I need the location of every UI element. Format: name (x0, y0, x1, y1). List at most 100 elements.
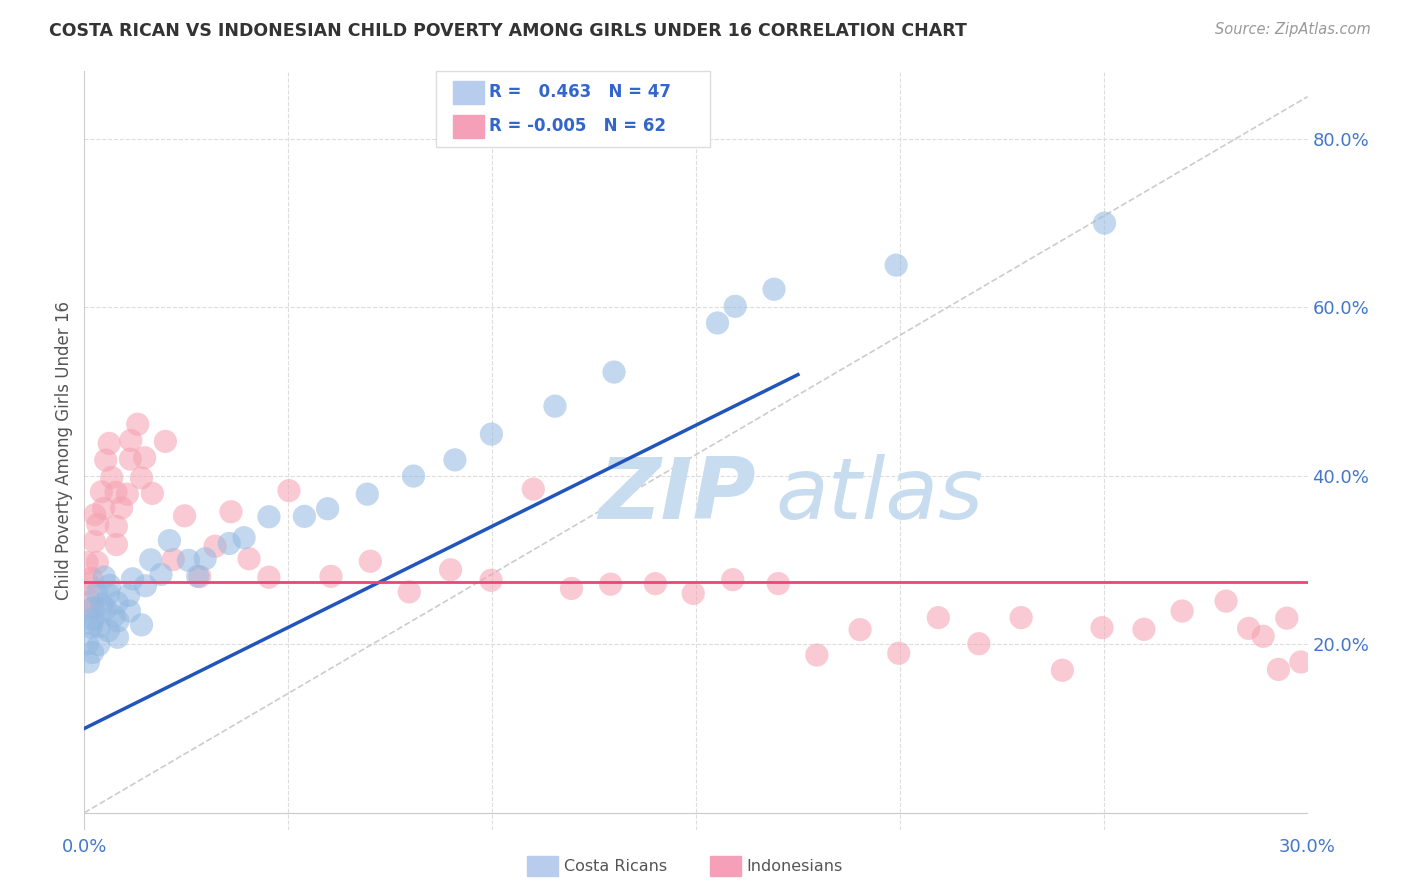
Point (522, 482, 544, 496)
Point (117, 589, 139, 603)
Point (80, 616, 103, 631)
Point (806, 648, 828, 662)
Point (94, 601, 117, 615)
Point (887, 646, 910, 660)
Point (105, 537, 128, 551)
Point (1267, 662, 1289, 676)
Point (82, 645, 104, 659)
Point (87, 638, 110, 652)
Point (238, 551, 260, 566)
Point (884, 258, 907, 272)
Point (479, 574, 502, 588)
Point (134, 450, 156, 465)
Point (93, 501, 115, 516)
Point (1251, 629, 1274, 643)
Point (763, 282, 786, 296)
Point (82, 601, 104, 615)
Point (111, 500, 134, 515)
Point (356, 487, 378, 501)
Point (1133, 622, 1156, 636)
Point (131, 471, 153, 485)
Point (98, 578, 121, 592)
Point (204, 539, 226, 553)
Point (849, 623, 872, 637)
Point (967, 637, 990, 651)
Point (278, 483, 301, 498)
Point (80, 594, 103, 608)
Point (117, 487, 139, 501)
Point (89, 619, 111, 633)
Point (77, 577, 100, 591)
Point (724, 299, 747, 313)
Point (80, 571, 103, 585)
Point (105, 485, 128, 500)
Point (90, 598, 112, 612)
Point (98, 436, 121, 450)
Point (120, 434, 142, 448)
Point (86, 586, 108, 600)
Point (162, 552, 184, 566)
Point (1237, 621, 1260, 635)
Point (100, 470, 122, 484)
Point (706, 316, 728, 330)
Point (134, 579, 156, 593)
Point (141, 486, 163, 500)
Point (1275, 611, 1298, 625)
Point (177, 553, 200, 567)
Point (1215, 594, 1237, 608)
Point (131, 618, 153, 632)
Point (90, 484, 112, 499)
Text: Indonesians: Indonesians (747, 859, 842, 873)
Point (560, 582, 582, 596)
Point (83, 534, 105, 549)
Point (118, 604, 141, 618)
Text: atlas: atlas (776, 454, 983, 538)
Point (97, 587, 120, 601)
Point (1289, 655, 1312, 669)
Point (127, 417, 149, 432)
Point (76, 637, 98, 651)
Point (219, 505, 242, 519)
Point (233, 531, 256, 545)
Point (150, 567, 173, 582)
Point (427, 69, 450, 83)
Point (82, 612, 104, 626)
Point (603, 365, 626, 379)
Point (1171, 604, 1194, 618)
Point (402, 469, 425, 483)
Point (257, 509, 280, 524)
Point (316, 501, 339, 516)
Point (77, 655, 100, 669)
Text: ZIP: ZIP (598, 454, 756, 538)
Point (121, 572, 143, 586)
Point (83, 508, 105, 522)
Y-axis label: Child Poverty Among Girls Under 16: Child Poverty Among Girls Under 16 (55, 301, 73, 600)
Point (94, 453, 117, 467)
Point (76, 556, 98, 570)
Point (103, 609, 125, 624)
Point (294, 509, 316, 524)
Point (155, 434, 177, 449)
Point (120, 452, 142, 467)
Point (173, 508, 195, 523)
Point (1091, 621, 1114, 635)
Point (319, 569, 342, 583)
Point (97, 624, 120, 638)
Point (107, 630, 129, 644)
Point (439, 563, 461, 577)
Point (105, 519, 128, 533)
Point (599, 577, 621, 591)
Text: R =   0.463   N = 47: R = 0.463 N = 47 (489, 83, 671, 101)
Point (359, 554, 381, 568)
Point (1052, 663, 1074, 677)
Point (544, 399, 567, 413)
Point (218, 536, 240, 550)
Point (721, 573, 744, 587)
Point (86, 556, 108, 570)
Point (188, 569, 211, 583)
Point (768, 576, 790, 591)
Point (107, 614, 129, 628)
Point (139, 553, 162, 567)
Point (257, 570, 280, 584)
Point (82, 600, 104, 615)
